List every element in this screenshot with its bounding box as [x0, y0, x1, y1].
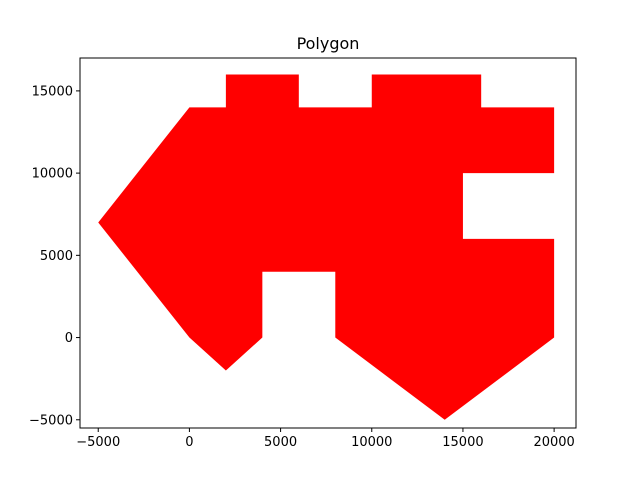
- polygon-shape: [98, 74, 555, 420]
- x-tick-label: 10000: [351, 435, 392, 450]
- y-tick-label: −5000: [29, 413, 73, 428]
- plot-area: [98, 74, 555, 420]
- x-tick-label: 5000: [264, 435, 297, 450]
- y-tick-label: 5000: [40, 249, 73, 264]
- y-tick-label: 10000: [32, 167, 73, 182]
- y-tick-label: 15000: [32, 84, 73, 99]
- x-tick-label: −5000: [76, 435, 120, 450]
- chart-title: Polygon: [297, 34, 360, 53]
- x-tick-label: 0: [185, 435, 193, 450]
- axes-frame: [79, 57, 577, 429]
- x-tick-label: 15000: [442, 435, 483, 450]
- axis-ticks: −5000 0 5000 10000 15000 20000 −5000 0 5000 10000…: [29, 84, 575, 450]
- x-tick-label: 20000: [533, 435, 574, 450]
- y-tick-label: 0: [65, 331, 73, 346]
